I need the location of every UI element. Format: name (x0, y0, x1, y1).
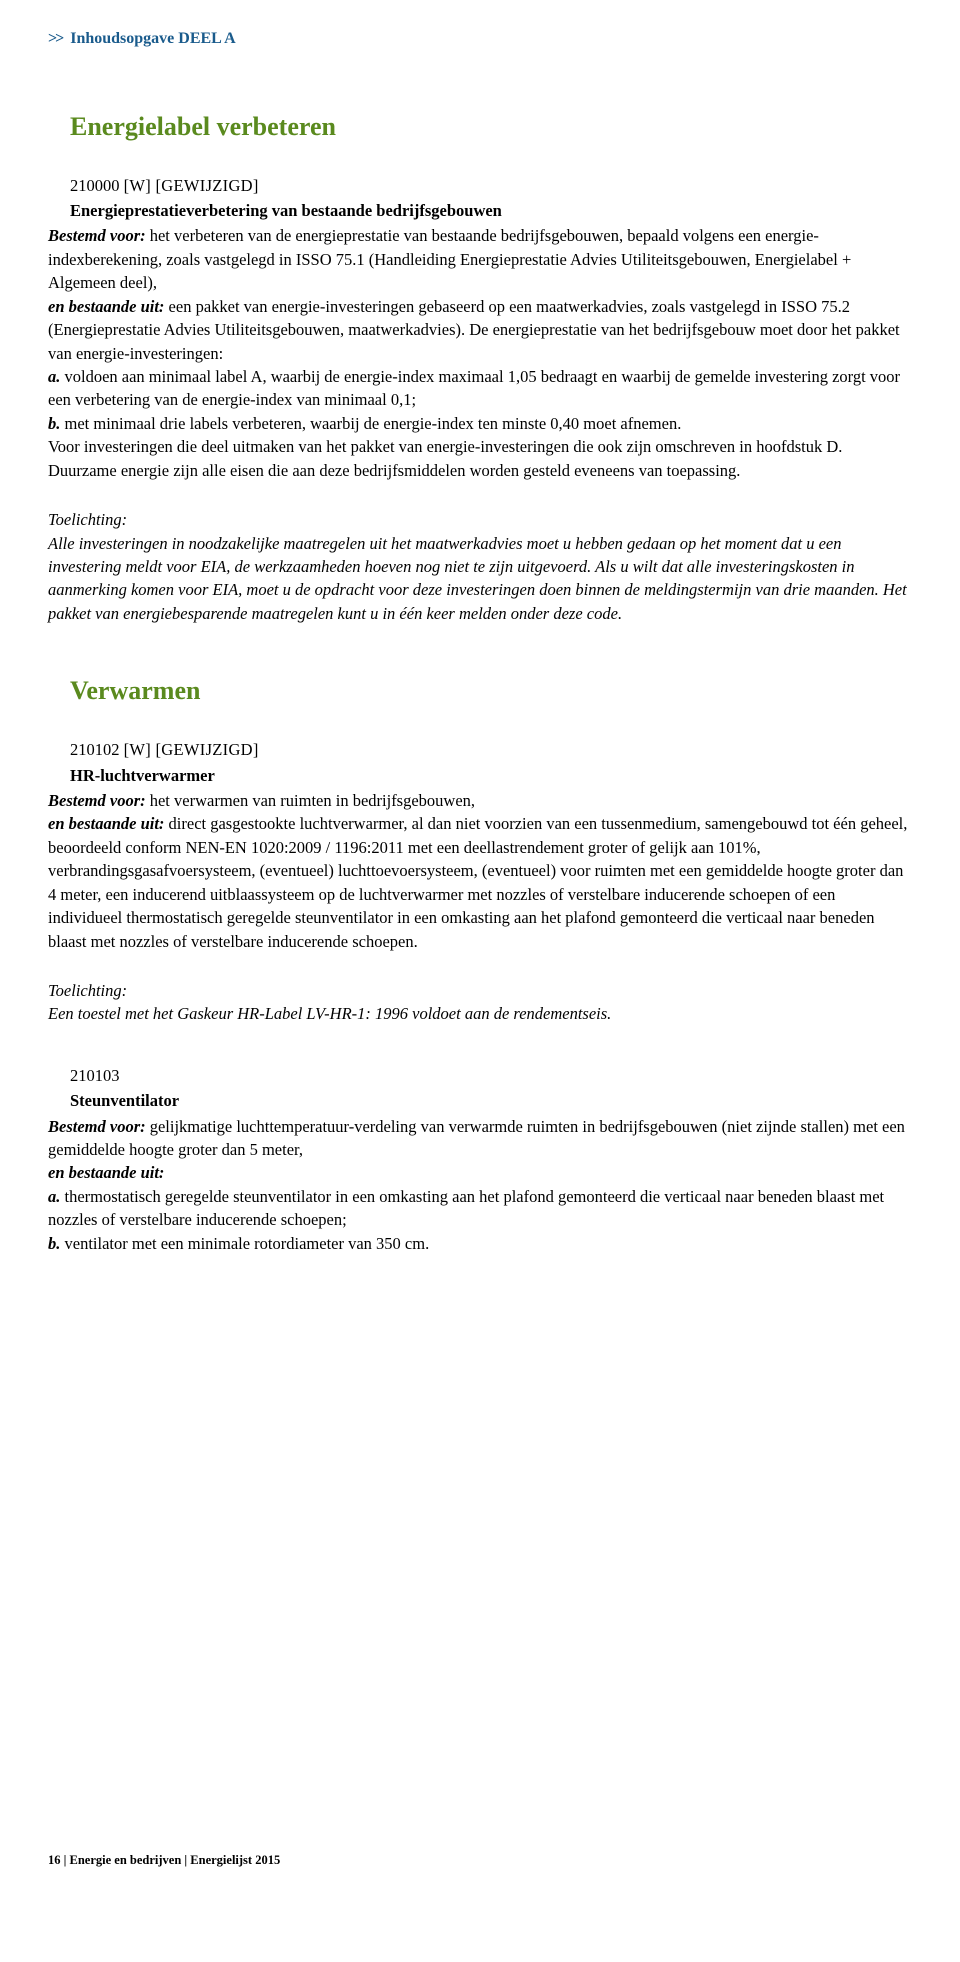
toelichting-210102: Toelichting: Een toestel met het Gaskeur… (48, 979, 912, 1026)
item-a-text: thermostatisch geregelde steunventilator… (48, 1187, 884, 1229)
toelichting-label: Toelichting: (48, 508, 912, 531)
bestemd-voor-label: Bestemd voor: (48, 226, 146, 245)
bestaande-uit-label: en bestaande uit: (48, 1163, 164, 1182)
item-b-label: b. (48, 1234, 60, 1253)
bestemd-voor-text: het verbeteren van de energieprestatie v… (48, 226, 851, 292)
page-footer: 16 | Energie en bedrijven | Energielijst… (48, 1852, 280, 1870)
tail-text: Voor investeringen die deel uitmaken van… (48, 437, 842, 479)
entry-code: 210103 (70, 1066, 120, 1085)
section-heading-energielabel: Energielabel verbeteren (70, 109, 912, 146)
entry-body: Bestemd voor: het verbeteren van de ener… (48, 224, 912, 482)
bestemd-voor-label: Bestemd voor: (48, 791, 146, 810)
item-b-label: b. (48, 414, 60, 433)
entry-body: Bestemd voor: het verwarmen van ruimten … (48, 789, 912, 953)
bestemd-voor-label: Bestemd voor: (48, 1117, 146, 1136)
item-a-label: a. (48, 1187, 60, 1206)
bestemd-voor-text: het verwarmen van ruimten in bedrijfsgeb… (146, 791, 475, 810)
entry-210102: 210102 [W] [GEWIJZIGD] HR-luchtverwarmer… (48, 738, 912, 953)
bestaande-uit-label: en bestaande uit: (48, 814, 164, 833)
entry-210000: 210000 [W] [GEWIJZIGD] Energieprestatiev… (48, 174, 912, 482)
bestaande-uit-label: en bestaande uit: (48, 297, 164, 316)
entry-210103: 210103 Steunventilator Bestemd voor: gel… (48, 1064, 912, 1255)
entry-title: Energieprestatieverbetering van bestaand… (70, 199, 912, 222)
toelichting-210000: Toelichting: Alle investeringen in noodz… (48, 508, 912, 625)
entry-title: Steunventilator (70, 1089, 912, 1112)
chevron-right-icon: >> (48, 30, 62, 47)
bestaande-uit-text: een pakket van energie-investeringen geb… (48, 297, 900, 363)
entry-code: 210102 (70, 740, 120, 759)
bestemd-voor-text: gelijkmatige luchttemperatuur-verdeling … (48, 1117, 905, 1159)
entry-tags: [W] [GEWIJZIGD] (124, 740, 259, 759)
item-a-text: voldoen aan minimaal label A, waarbij de… (48, 367, 900, 409)
toelichting-label: Toelichting: (48, 979, 912, 1002)
entry-tags: [W] [GEWIJZIGD] (124, 176, 259, 195)
entry-code: 210000 (70, 176, 120, 195)
section-heading-verwarmen: Verwarmen (70, 673, 912, 710)
item-b-text: ventilator met een minimale rotordiamete… (60, 1234, 429, 1253)
breadcrumb-label: Inhoudsopgave DEEL A (70, 30, 235, 47)
toelichting-text: Een toestel met het Gaskeur HR-Label LV-… (48, 1002, 912, 1025)
bestaande-uit-text: direct gasgestookte luchtverwarmer, al d… (48, 814, 907, 950)
entry-title: HR-luchtverwarmer (70, 764, 912, 787)
breadcrumb[interactable]: >> Inhoudsopgave DEEL A (48, 28, 912, 51)
toelichting-text: Alle investeringen in noodzakelijke maat… (48, 532, 912, 626)
item-b-text: met minimaal drie labels verbeteren, waa… (60, 414, 681, 433)
item-a-label: a. (48, 367, 60, 386)
entry-body: Bestemd voor: gelijkmatige luchttemperat… (48, 1115, 912, 1256)
